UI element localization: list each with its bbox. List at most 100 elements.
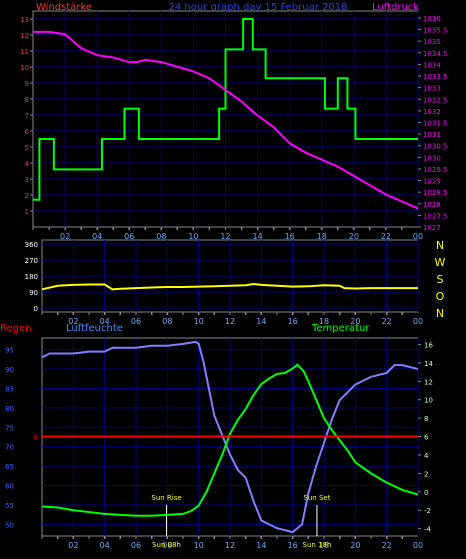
left-axis-label: 3 — [25, 176, 29, 184]
x-tick-label: 06 — [124, 232, 134, 241]
temperature-axis-label: 0 — [424, 489, 428, 497]
left-axis-label: 7 — [25, 112, 29, 120]
x-tick-label: 22 — [382, 541, 392, 550]
right-axis-label: 1034 — [423, 61, 441, 69]
humidity-axis-label: 95 — [5, 347, 14, 355]
humidity-axis-label: 85 — [5, 385, 14, 393]
right-axis-label: 1034.5 — [423, 50, 448, 58]
left-axis-label: 1 — [25, 208, 29, 216]
left-axis-label: 12 — [20, 32, 29, 40]
temperature-axis-label: 10 — [424, 397, 433, 405]
temperature-axis-label: -4 — [424, 526, 432, 534]
x-tick-label: 20 — [349, 232, 359, 241]
right-axis-label: 1033 — [423, 85, 441, 93]
direction-axis-label: 180 — [25, 273, 38, 281]
right-axis-label: 1032 — [423, 108, 441, 116]
x-tick-label: 16 — [288, 541, 298, 550]
sunset-time-label: Sun 18h — [303, 541, 332, 549]
x-tick-label: 08 — [156, 232, 166, 241]
x-tick-label: 12 — [225, 541, 235, 550]
x-tick-label: 02 — [68, 541, 78, 550]
right-axis-label: 1032.5 — [423, 96, 448, 104]
x-tick-label: 02 — [68, 317, 78, 326]
right-axis-label: 1031 — [423, 131, 441, 139]
compass-letter: N — [436, 239, 444, 252]
x-tick-label: 16 — [285, 232, 295, 241]
x-tick-label: 20 — [350, 541, 360, 550]
x-tick-label: 10 — [194, 317, 204, 326]
pressure-label: Luftdruck — [372, 2, 419, 13]
x-tick-label: 18 — [319, 317, 329, 326]
direction-axis-label: 360 — [25, 241, 38, 249]
x-tick-label: 10 — [194, 541, 204, 550]
wind-strength-label: Windstärke — [36, 2, 92, 13]
x-tick-label: 22 — [381, 232, 391, 241]
left-axis-label: 10 — [20, 64, 29, 72]
x-tick-label: 00 — [413, 232, 423, 241]
right-axis-label: 1035.5 — [423, 27, 448, 35]
left-axis-label: 4 — [25, 160, 30, 168]
temperature-axis-label: 16 — [424, 341, 433, 349]
pressure-series-line — [33, 30, 419, 210]
right-axis-label: 1030.5 — [423, 143, 448, 151]
right-axis-label: 1030 — [423, 154, 441, 162]
left-axis-label: 13 — [20, 16, 29, 24]
compass-letter: O — [436, 290, 445, 303]
humidity-axis-label: 50 — [5, 521, 14, 529]
humidity-axis-label: 90 — [5, 366, 14, 374]
x-tick-label: 08 — [162, 317, 172, 326]
left-axis-label: 8 — [25, 96, 29, 104]
x-tick-label: 00 — [413, 317, 423, 326]
rain-axis-label: 0 — [34, 434, 38, 442]
left-axis-label: 2 — [25, 192, 29, 200]
x-tick-label: 08 — [162, 541, 172, 550]
humidity-axis-label: 60 — [5, 483, 14, 491]
left-axis-label: 6 — [25, 128, 30, 136]
temperature-label: Temperatur — [311, 323, 370, 334]
direction-axis-label: 270 — [25, 257, 38, 265]
right-axis-label: 1031.5 — [423, 119, 448, 127]
humidity-axis-label: 80 — [5, 405, 14, 413]
right-axis-label: 1027.5 — [423, 212, 448, 220]
wind-direction-line — [41, 282, 418, 291]
direction-axis-label: 90 — [29, 289, 38, 297]
sunrise-time-label: Sun 08h — [152, 541, 181, 549]
wind-pressure-panel: 02 04 06 08 10 12 14 16 18 20 22 001234567891011121… — [20, 2, 447, 241]
temperature-series-line — [41, 363, 419, 517]
right-axis-label: 1027 — [423, 224, 441, 232]
x-tick-label: 14 — [256, 541, 266, 550]
chart-title: 24 hour graph day 15 Februar 2018 — [169, 2, 348, 13]
right-axis-label: 1028 — [423, 201, 441, 209]
direction-axis-label: 0 — [34, 305, 38, 313]
temperature-axis-label: 14 — [424, 360, 433, 368]
temperature-axis-label: 12 — [424, 378, 433, 386]
left-axis-label: 5 — [25, 144, 29, 152]
x-tick-label: 20 — [350, 317, 360, 326]
x-tick-label: 04 — [100, 541, 110, 550]
x-tick-label: 04 — [100, 317, 110, 326]
x-tick-label: 10 — [188, 232, 198, 241]
temperature-axis-label: 2 — [424, 470, 428, 478]
compass-letter: S — [437, 273, 444, 286]
humidity-axis-label: 65 — [5, 463, 14, 471]
rain-label: Regen — [0, 323, 32, 334]
temperature-axis-label: 6 — [424, 434, 429, 442]
humidity-axis-label: 55 — [5, 502, 14, 510]
x-tick-label: 06 — [131, 541, 141, 550]
x-tick-label: 16 — [288, 317, 298, 326]
right-axis-label: 1028.5 — [423, 189, 448, 197]
x-tick-label: 06 — [131, 317, 141, 326]
x-tick-label: 12 — [220, 232, 230, 241]
x-tick-label: 14 — [256, 317, 266, 326]
temperature-axis-label: 4 — [424, 452, 429, 460]
right-axis-label: 1029 — [423, 178, 441, 186]
x-tick-label: 22 — [382, 317, 392, 326]
right-axis-label: 1035 — [423, 38, 441, 46]
sunrise-label: Sun Rise — [151, 494, 181, 502]
humidity-axis-label: 70 — [5, 444, 14, 452]
humidity-label: Luftfeuchte — [66, 323, 123, 334]
humidity-temperature-panel: 02 04 06 08 10 12 14 16 18 20 22 005055606570758085… — [0, 323, 433, 550]
x-tick-label: 18 — [319, 541, 329, 550]
